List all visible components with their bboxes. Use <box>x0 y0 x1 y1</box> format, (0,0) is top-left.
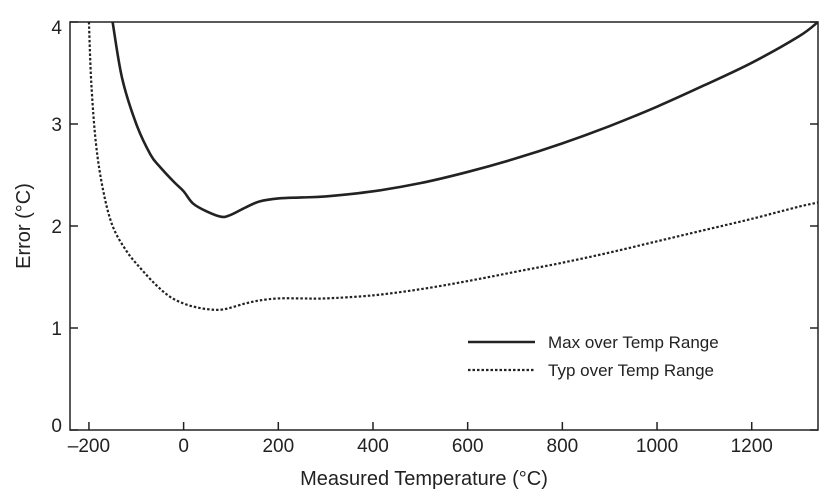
series-line-max <box>111 22 818 219</box>
x-tick-label: –200 <box>68 436 110 457</box>
y-tick-label: 1 <box>51 319 62 340</box>
y-tick-label: 3 <box>51 115 62 136</box>
series-layer <box>87 22 818 311</box>
x-tick-label: 800 <box>547 436 579 457</box>
x-tick-label: 200 <box>262 436 294 457</box>
series-line-typ <box>87 22 818 311</box>
y-tick-label: 0 <box>51 416 62 437</box>
legend-label-typ: Typ over Temp Range <box>548 361 714 380</box>
x-tick-label: 400 <box>357 436 389 457</box>
x-axis-title: Measured Temperature (°C) <box>300 468 548 490</box>
y-tick-label: 2 <box>51 217 62 238</box>
axis-ticks: –200 0 200 400 600 800 1000 1200 0 1 2 3 4 <box>51 18 818 457</box>
y-tick-label: 4 <box>51 18 62 39</box>
x-tick-label: 1200 <box>731 436 773 457</box>
x-tick-label: 600 <box>452 436 484 457</box>
legend-label-max: Max over Temp Range <box>548 333 719 352</box>
x-tick-label: 0 <box>178 436 189 457</box>
legend: Max over Temp Range Typ over Temp Range <box>468 333 719 380</box>
x-tick-label: 1000 <box>636 436 678 457</box>
y-axis-title: Error (°C) <box>13 183 35 269</box>
